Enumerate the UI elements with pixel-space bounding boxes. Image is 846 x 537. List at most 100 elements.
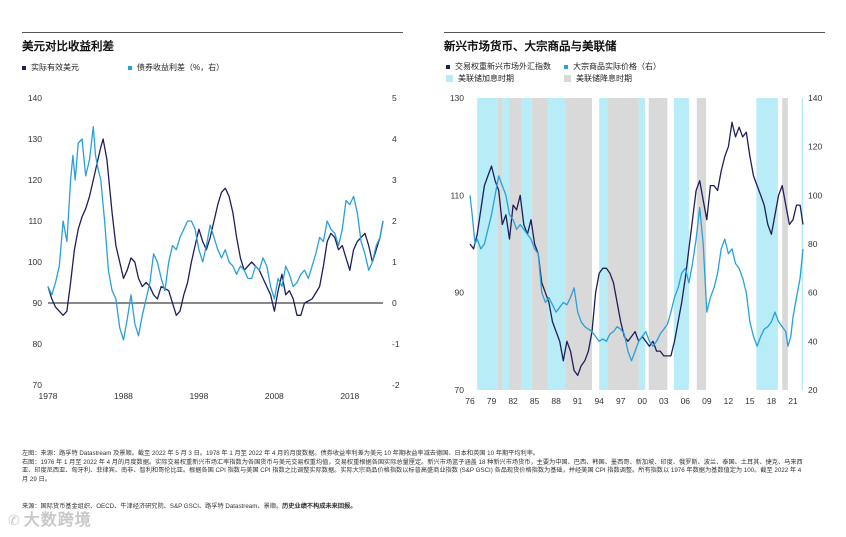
left-axis-tick-label: 100 [28, 257, 42, 267]
legend-label: 实际有效美元 [31, 63, 79, 72]
legend-label: 交易权重新兴市场外汇指数 [455, 62, 551, 71]
x-axis-tick-label: 18 [767, 396, 777, 406]
legend-swatch-navy [22, 65, 26, 70]
right-panel-title: 新兴市场货币、大宗商品与美联储 [444, 41, 617, 53]
x-axis-tick-label: 03 [659, 396, 669, 406]
x-axis-tick-label: 2018 [340, 391, 359, 401]
legend-swatch-cyan [564, 64, 568, 69]
right-axis-tick-label: 1 [392, 257, 397, 267]
fed-cut-band [607, 98, 639, 390]
left-axis-tick-label: 110 [28, 216, 42, 226]
x-axis-tick-label: 76 [465, 396, 475, 406]
fed-hike-band [547, 98, 566, 390]
footnote-left: 左图：来源：路孚特 Datastream 及景顺。截至 2022 年 5 月 3… [22, 450, 540, 457]
fed-cut-band [565, 98, 593, 390]
x-axis-tick-label: 21 [788, 396, 798, 406]
right-axis-tick-label: 4 [392, 134, 397, 144]
x-axis-tick-label: 85 [530, 396, 540, 406]
fed-cut-band [696, 98, 707, 390]
legend-fed-hike: 美联储加息时期 [446, 73, 514, 84]
x-axis-tick-label: 00 [638, 396, 648, 406]
legend-label: 美联储加息时期 [458, 74, 514, 83]
right-axis-tick-label: 120 [808, 142, 822, 152]
series-line-navy [469, 121, 804, 377]
left-axis-tick-label: 130 [28, 134, 42, 144]
left-panel-title: 美元对比收益利差 [22, 41, 114, 53]
x-axis-tick-label: 15 [745, 396, 755, 406]
x-axis-tick-label: 82 [508, 396, 518, 406]
series-line-navy [47, 138, 384, 316]
legend-fed-cut: 美联储降息时期 [564, 73, 632, 84]
footnotes: 左图：来源：路孚特 Datastream 及景顺。截至 2022 年 5 月 3… [22, 450, 822, 484]
series-line-cyan [47, 126, 384, 341]
right-axis-tick-label: 2 [392, 216, 397, 226]
footnote-right-1: 右图：1976 年 1 月至 2022 年 4 月的月度数据。实际交易权重新兴市… [22, 458, 803, 466]
x-axis-tick-label: 88 [551, 396, 561, 406]
footnote-right-2: 亚、印度尼西亚、匈牙利、菲律宾、南非、智利和哥伦比亚。根据各国 CPI 指数与美… [22, 467, 802, 475]
right-axis-tick-label: 3 [392, 175, 397, 185]
legend-swatch-cyan [128, 65, 132, 70]
legend-commodity-real-price: 大宗商品实际价格（右） [564, 61, 661, 72]
right-axis-tick-label: 100 [808, 190, 822, 200]
source-text: 来源：国际货币基金组织、OECD、牛津经济研究院、S&P GSCI、路孚特 Da… [22, 503, 283, 510]
fed-hike-band [756, 98, 778, 390]
right-axis-tick-label: 0 [392, 298, 397, 308]
fed-cut-band [531, 98, 548, 390]
left-axis-tick-label: 120 [28, 175, 42, 185]
source-line: 来源：国际货币基金组织、OECD、牛津经济研究院、S&P GSCI、路孚特 Da… [22, 501, 356, 510]
x-axis-tick-label: 91 [573, 396, 583, 406]
legend-bond-yield-spread: 债券收益利差（%，右） [128, 62, 224, 73]
legend-label: 美联储降息时期 [576, 74, 632, 83]
x-axis-tick-label: 79 [487, 396, 497, 406]
x-axis-tick-label: 1998 [189, 391, 208, 401]
left-axis-tick-label: 140 [28, 93, 42, 103]
legend-swatch-navy [446, 64, 450, 69]
x-axis-tick-label: 2008 [265, 391, 284, 401]
left-axis-tick-label: 130 [450, 93, 464, 103]
legend-swatch-hike [446, 75, 453, 82]
fed-hike-band [638, 98, 646, 390]
legend-swatch-cut [564, 75, 571, 82]
right-axis-tick-label: 60 [808, 288, 818, 298]
left-axis-tick-label: 70 [455, 385, 465, 395]
x-axis-tick-label: 94 [594, 396, 604, 406]
fed-cut-band [782, 98, 788, 390]
disclaimer-text: 历史业绩不构成未来回报。 [282, 503, 357, 510]
fed-cut-band [648, 98, 668, 390]
x-axis-tick-label: 1978 [39, 391, 58, 401]
x-axis-tick-label: 1988 [114, 391, 133, 401]
fed-hike-band [521, 98, 532, 390]
right-axis-tick-label: -2 [392, 380, 400, 390]
left-axis-tick-label: 110 [450, 190, 464, 200]
watermark: ✆ 大数跨境 [8, 506, 92, 530]
legend-label: 债券收益利差（%，右） [137, 63, 225, 72]
legend-real-effective-dollar: 实际有效美元 [22, 62, 79, 73]
left-axis-tick-label: 90 [33, 298, 43, 308]
left-top-divider [22, 32, 403, 33]
right-axis-tick-label: -1 [392, 339, 400, 349]
right-top-divider [444, 32, 825, 33]
fed-hike-band [673, 98, 689, 390]
fed-hike-band [801, 98, 803, 390]
right-axis-tick-label: 40 [808, 336, 818, 346]
fed-hike-band [477, 98, 498, 390]
x-axis-tick-label: 09 [702, 396, 712, 406]
watermark-logo-icon: ✆ [8, 512, 21, 528]
x-axis-tick-label: 97 [616, 396, 626, 406]
x-axis-tick-label: 12 [724, 396, 734, 406]
fed-hike-band [502, 98, 510, 390]
right-axis-tick-label: 140 [808, 93, 822, 103]
x-axis-tick-label: 06 [681, 396, 691, 406]
fed-cut-band [509, 98, 522, 390]
fed-cut-band [497, 98, 503, 390]
series-line-cyan [469, 175, 804, 362]
right-axis-tick-label: 5 [392, 93, 397, 103]
right-axis-tick-label: 20 [808, 385, 818, 395]
footnote-right-3: 月 29 日。 [22, 475, 51, 483]
left-axis-tick-label: 80 [33, 339, 43, 349]
left-axis-tick-label: 70 [33, 380, 43, 390]
watermark-text: 大数跨境 [23, 512, 92, 529]
fed-hike-band [599, 98, 608, 390]
left-axis-tick-label: 90 [455, 288, 465, 298]
